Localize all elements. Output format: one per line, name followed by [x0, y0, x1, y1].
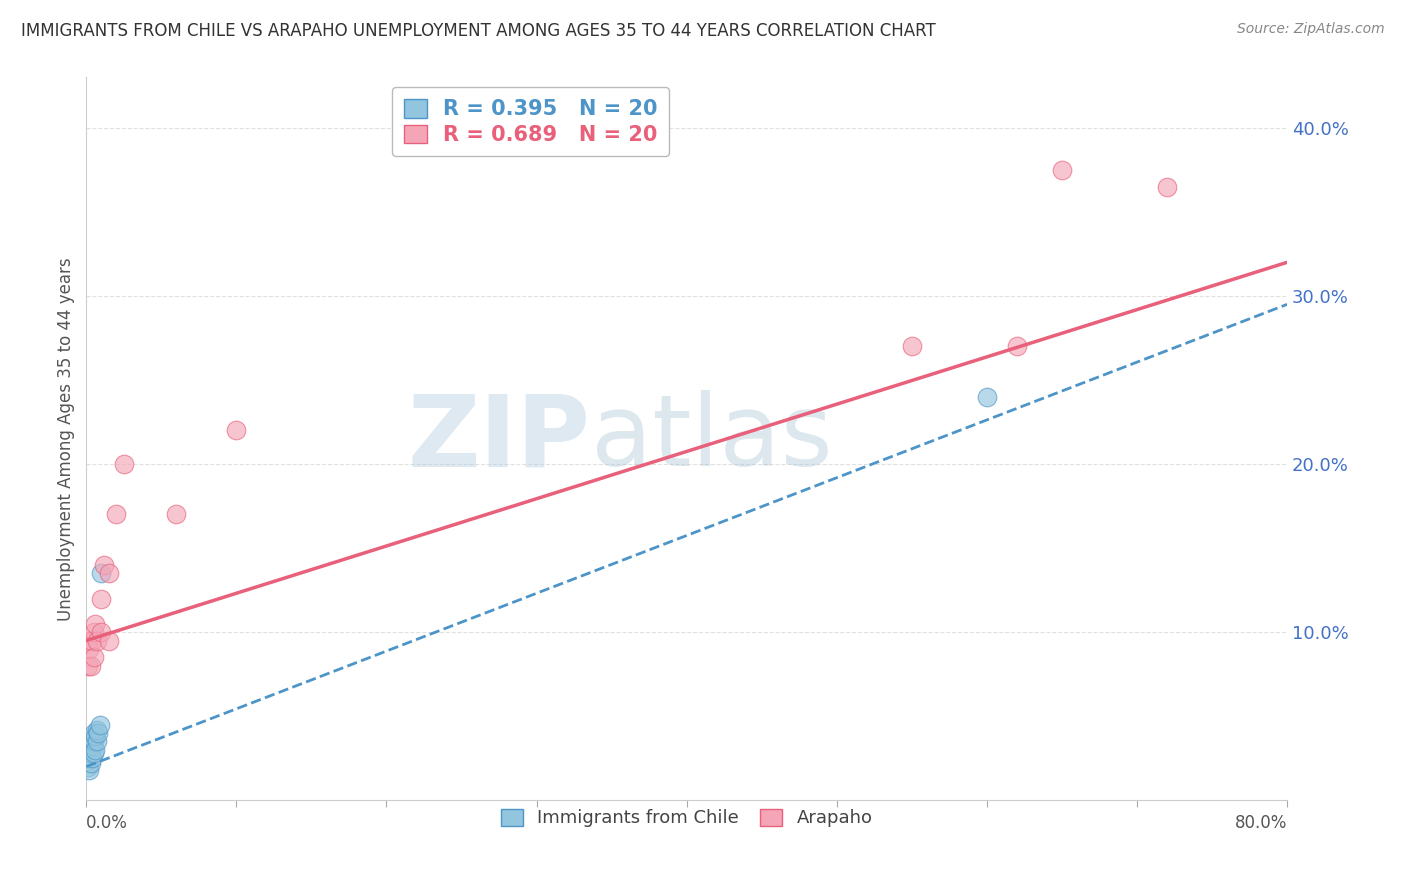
Point [84, 616, 107, 631]
Point [82, 633, 104, 648]
Point [79, 743, 101, 757]
Text: 80.0%: 80.0% [1234, 814, 1286, 831]
Point [83, 625, 105, 640]
Point [901, 339, 924, 353]
Point [83, 726, 105, 740]
Point [86, 734, 108, 748]
Point [84, 729, 107, 743]
Point [82, 739, 104, 754]
Point [82, 751, 104, 765]
Point [90, 625, 112, 640]
Point [80, 746, 103, 760]
Point [76, 751, 98, 765]
Point [87, 726, 110, 740]
Point [112, 457, 135, 471]
Point [86, 633, 108, 648]
Point [80, 658, 103, 673]
Text: ZIP: ZIP [408, 391, 591, 487]
Text: atlas: atlas [591, 391, 832, 487]
Point [1005, 339, 1028, 353]
Point [90, 566, 112, 581]
Point [89, 717, 111, 731]
Text: Source: ZipAtlas.com: Source: ZipAtlas.com [1237, 22, 1385, 37]
Point [93, 558, 115, 572]
Point [97, 633, 120, 648]
Point [79, 763, 101, 777]
Point [76, 658, 98, 673]
Point [76, 633, 98, 648]
Point [83, 650, 105, 665]
Point [1156, 179, 1178, 194]
Point [105, 508, 128, 522]
Point [83, 734, 105, 748]
Legend: Immigrants from Chile, Arapaho: Immigrants from Chile, Arapaho [494, 801, 880, 835]
Point [84, 743, 107, 757]
Point [80, 734, 103, 748]
Point [165, 508, 187, 522]
Text: IMMIGRANTS FROM CHILE VS ARAPAHO UNEMPLOYMENT AMONG AGES 35 TO 44 YEARS CORRELAT: IMMIGRANTS FROM CHILE VS ARAPAHO UNEMPLO… [21, 22, 936, 40]
Point [976, 390, 998, 404]
Text: 0.0%: 0.0% [86, 814, 128, 831]
Point [90, 591, 112, 606]
Point [225, 424, 247, 438]
Point [80, 756, 103, 771]
Point [79, 642, 101, 657]
Point [97, 566, 120, 581]
Y-axis label: Unemployment Among Ages 35 to 44 years: Unemployment Among Ages 35 to 44 years [58, 257, 75, 621]
Point [86, 723, 108, 737]
Point [83, 746, 105, 760]
Point [1050, 162, 1073, 177]
Point [76, 759, 98, 773]
